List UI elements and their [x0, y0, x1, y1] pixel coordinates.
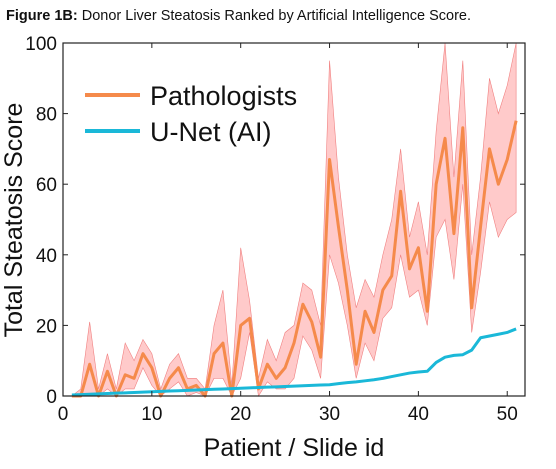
legend-label: U-Net (AI) — [150, 117, 272, 147]
x-tick-label: 50 — [497, 404, 518, 425]
series-line — [71, 120, 518, 398]
y-tick-label: 60 — [36, 175, 57, 196]
x-tick-label: 0 — [58, 404, 69, 425]
series-line — [71, 327, 517, 397]
x-tick-label: 10 — [141, 404, 162, 425]
y-tick-label: 0 — [46, 387, 57, 408]
y-axis-label: Total Steatosis Score — [0, 103, 28, 338]
y-tick-label: 40 — [36, 246, 57, 267]
x-tick-label: 40 — [408, 404, 429, 425]
figure-label: Figure 1B: — [6, 8, 78, 24]
plot-frame — [62, 42, 526, 397]
legend-label: Pathologists — [150, 81, 297, 111]
x-tick-label: 30 — [319, 404, 340, 425]
y-tick-label: 20 — [36, 316, 57, 337]
chart-title: Figure 1B: Donor Liver Steatosis Ranked … — [6, 8, 471, 24]
x-axis-label: Patient / Slide id — [204, 434, 385, 462]
title-text: Donor Liver Steatosis Ranked by Artifici… — [82, 8, 471, 24]
y-tick-label: 80 — [36, 105, 57, 126]
y-tick-label: 100 — [25, 34, 57, 55]
x-tick-label: 20 — [230, 404, 251, 425]
range-band — [71, 42, 517, 397]
